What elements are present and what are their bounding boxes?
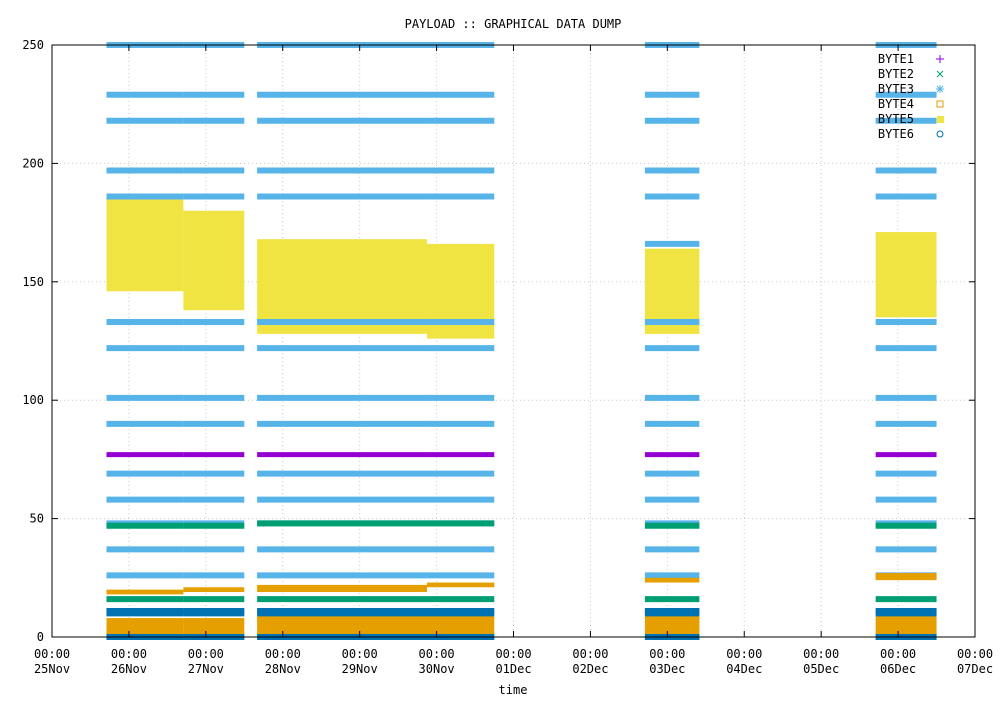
legend-marker-byte4 [936,100,944,108]
legend-marker-stroke [936,85,944,93]
x-tick-label-date: 02Dec [572,662,608,676]
x-axis-label: time [499,683,528,697]
x-tick-label-date: 07Dec [957,662,993,676]
series-byte5 [106,198,937,339]
legend-item-byte1: BYTE1 [878,52,944,66]
data-band-byte5 [875,232,937,318]
data-band-byte5 [257,239,427,334]
x-tick-label-time: 00:00 [572,647,608,661]
data-band-byte4 [183,587,245,593]
x-tick-label-time: 00:00 [265,647,301,661]
data-band-byte4 [106,618,184,637]
x-tick-label-date: 25Nov [34,662,70,676]
series-byte3 [106,42,937,640]
data-band-byte4 [426,582,495,588]
x-tick-label-date: 29Nov [342,662,378,676]
x-tick-label-date: 04Dec [726,662,762,676]
x-tick-label-date: 01Dec [495,662,531,676]
y-tick-label: 50 [30,512,44,526]
data-band-byte4 [257,584,427,593]
data-band-byte4 [257,615,427,637]
y-tick-label: 250 [22,38,44,52]
x-tick-label-time: 00:00 [803,647,839,661]
legend-marker-byte2 [936,70,944,78]
x-tick-label-date: 30Nov [419,662,455,676]
legend-marker-byte1 [936,55,944,63]
legend-item-byte4: BYTE4 [878,97,944,111]
legend-marker-stroke [936,70,944,78]
data-band-byte5 [183,210,245,311]
legend-marker-byte3 [936,85,944,93]
axis-layer: 05010015020025000:0025Nov00:0026Nov00:00… [22,38,993,676]
x-tick-label-date: 26Nov [111,662,147,676]
x-tick-label-time: 00:00 [880,647,916,661]
legend-marker-byte6 [936,130,944,138]
y-tick-label: 150 [22,275,44,289]
legend-label: BYTE6 [878,127,914,141]
data-band-byte5 [106,198,184,292]
legend-marker-fill [937,116,944,123]
legend-marker-byte5 [937,116,944,123]
legend-label: BYTE3 [878,82,914,96]
x-tick-label-date: 05Dec [803,662,839,676]
x-tick-label-time: 00:00 [495,647,531,661]
data-band-byte4 [106,589,184,595]
legend-label: BYTE4 [878,97,914,111]
data-band-byte4 [426,615,495,637]
y-tick-label: 100 [22,393,44,407]
legend-item-byte3: BYTE3 [878,82,944,96]
legend-label: BYTE2 [878,67,914,81]
data-band-byte4 [644,615,700,637]
x-tick-label-time: 00:00 [188,647,224,661]
x-tick-label-date: 03Dec [649,662,685,676]
x-tick-label-date: 28Nov [265,662,301,676]
series-byte2 [106,520,937,603]
grid-layer [52,45,975,637]
x-tick-label-time: 00:00 [34,647,70,661]
data-band-byte4 [183,618,245,637]
legend-label: BYTE5 [878,112,914,126]
x-tick-label-time: 00:00 [957,647,993,661]
legend-item-byte5: BYTE5 [878,112,944,126]
legend-item-byte2: BYTE2 [878,67,944,81]
data-band-byte4 [644,577,700,583]
data-layer [106,42,937,640]
x-tick-label-time: 00:00 [419,647,455,661]
x-tick-label-date: 06Dec [880,662,916,676]
series-byte4 [106,573,937,637]
x-tick-label-time: 00:00 [649,647,685,661]
legend-marker-stroke [936,100,944,108]
x-tick-label-time: 00:00 [726,647,762,661]
data-band-byte4 [875,615,937,637]
legend-marker-stroke [936,130,944,138]
x-tick-label-date: 27Nov [188,662,224,676]
chart-title: PAYLOAD :: GRAPHICAL DATA DUMP [405,17,622,31]
legend-label: BYTE1 [878,52,914,66]
y-tick-label: 200 [22,156,44,170]
x-tick-label-time: 00:00 [111,647,147,661]
legend-item-byte6: BYTE6 [878,127,944,141]
y-tick-label: 0 [37,630,44,644]
data-band-byte4 [875,573,937,581]
x-tick-label-time: 00:00 [342,647,378,661]
